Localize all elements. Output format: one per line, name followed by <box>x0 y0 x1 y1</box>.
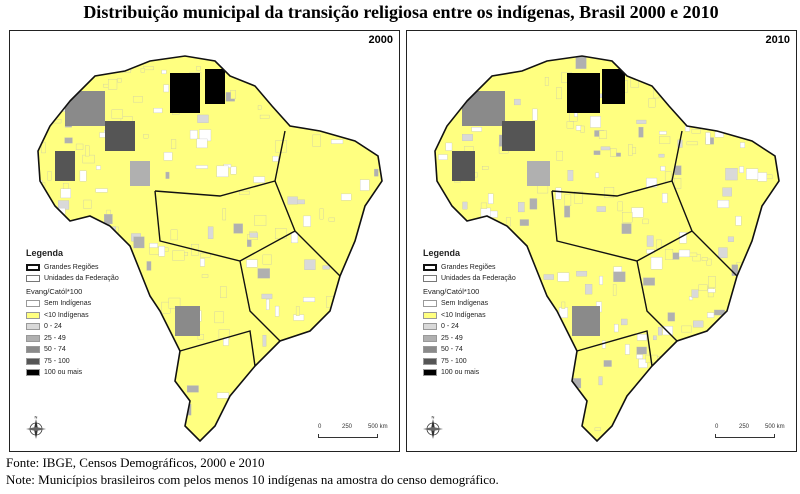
scale-tick: 500 km <box>368 424 388 430</box>
legend-class-item: 25 - 49 <box>26 333 119 343</box>
legend-class-label: Sem Indígenas <box>441 300 489 307</box>
legend-variable: Evang/Catól*100 <box>26 286 83 296</box>
scale-bar: 0 250 500 km <box>715 424 785 438</box>
legend-label: Grandes Regiões <box>44 263 99 271</box>
legend-class-item: 75 - 100 <box>423 356 516 366</box>
legend-class-item: 75 - 100 <box>26 356 119 366</box>
map-year-label: 2000 <box>368 34 393 46</box>
legend-variable: Evang/Catól*100 <box>423 286 480 296</box>
legend-class-swatch <box>26 369 40 376</box>
legend-class-label: <10 Indígenas <box>44 311 89 319</box>
map-panel-2010: 2010 Legenda Grandes Regiões Unidades da… <box>406 30 797 452</box>
legend-class-swatch <box>423 311 437 319</box>
map-year-label: 2010 <box>765 34 790 46</box>
legend-class-label: <10 Indígenas <box>441 311 486 319</box>
legend-class-item: Sem Indígenas <box>26 299 119 309</box>
legend-item: Unidades da Federação <box>26 274 119 284</box>
legend-class-label: 0 - 24 <box>441 323 459 330</box>
legend-class-swatch <box>26 357 40 365</box>
legend-class-item: 0 - 24 <box>423 322 516 332</box>
legend-class-label: 0 - 24 <box>44 323 62 330</box>
legend-classes: Sem Indígenas <10 Indígenas 0 - 24 25 - 49 5… <box>423 299 516 378</box>
legend-class-item: 25 - 49 <box>423 333 516 343</box>
scale-tick: 250 <box>739 424 750 430</box>
legend-class-label: 25 - 49 <box>441 334 463 342</box>
legend-class-item: 50 - 74 <box>26 345 119 355</box>
legend-class-swatch <box>423 357 437 365</box>
legend-class-label: 50 - 74 <box>441 346 463 353</box>
scale-bar: 0 250 500 km <box>318 424 388 438</box>
legend-label: Unidades da Federação <box>441 275 516 282</box>
legend-class-item: 0 - 24 <box>26 322 119 332</box>
legend-class-item: Sem Indígenas <box>423 299 516 309</box>
figure-footer: Fonte: IBGE, Censos Demográficos, 2000 e… <box>6 454 499 488</box>
scale-tick: 0 <box>318 424 322 430</box>
legend-class-label: Sem Indígenas <box>44 300 92 307</box>
scale-tick: 500 km <box>765 424 785 430</box>
legend-swatch <box>26 275 40 282</box>
compass-rose-icon: N <box>423 415 443 439</box>
legend-swatch <box>423 263 437 271</box>
legend-class-swatch <box>26 323 40 330</box>
legend-class-item: 100 ou mais <box>423 368 516 378</box>
brazil-map <box>37 55 383 443</box>
scale-tick: 0 <box>715 424 719 430</box>
legend-class-label: 25 - 49 <box>44 334 66 342</box>
legend-class-swatch <box>423 300 437 307</box>
legend-swatch <box>423 275 437 282</box>
legend-class-swatch <box>26 311 40 319</box>
legend-class-label: 75 - 100 <box>441 357 467 365</box>
compass-n: N <box>35 415 38 420</box>
source-note: Fonte: IBGE, Censos Demográficos, 2000 e… <box>6 455 265 470</box>
legend-class-label: 100 ou mais <box>44 369 83 376</box>
legend-label: Grandes Regiões <box>441 263 496 271</box>
legend-class-swatch <box>423 369 437 376</box>
sample-note: Note: Municípios brasileiros com pelos m… <box>6 472 499 487</box>
compass-rose-icon: N <box>26 415 46 439</box>
legend-class-swatch <box>26 334 40 342</box>
legend-class-label: 100 ou mais <box>441 369 480 376</box>
legend-class-label: 75 - 100 <box>44 357 70 365</box>
scale-tick: 250 <box>342 424 353 430</box>
legend-class-swatch <box>423 334 437 342</box>
legend-class-swatch <box>423 323 437 330</box>
legend-class-item: 100 ou mais <box>26 368 119 378</box>
legend-classes: Sem Indígenas <10 Indígenas 0 - 24 25 - 49 5… <box>26 299 119 378</box>
legend-label: Unidades da Federação <box>44 275 119 282</box>
legend-class-item: <10 Indígenas <box>26 310 119 320</box>
legend-class-item: <10 Indígenas <box>423 310 516 320</box>
legend-class-swatch <box>26 346 40 353</box>
map-panel-2000: 2000 Legenda Grandes Regiões Unidades da… <box>9 30 400 452</box>
map-legend: Legenda Grandes Regiões Unidades da Fede… <box>26 248 119 379</box>
legend-item: Grandes Regiões <box>26 262 119 272</box>
legend-class-swatch <box>26 300 40 307</box>
legend-class-label: 50 - 74 <box>44 346 66 353</box>
compass-n: N <box>432 415 435 420</box>
legend-heading: Legenda <box>423 248 461 258</box>
legend-swatch <box>26 263 40 271</box>
figure-title: Distribuição municipal da transição reli… <box>83 2 719 22</box>
legend-item: Unidades da Federação <box>423 274 516 284</box>
legend-class-item: 50 - 74 <box>423 345 516 355</box>
legend-heading: Legenda <box>26 248 64 258</box>
map-legend: Legenda Grandes Regiões Unidades da Fede… <box>423 248 516 379</box>
legend-class-swatch <box>423 346 437 353</box>
legend-item: Grandes Regiões <box>423 262 516 272</box>
brazil-map <box>434 55 780 443</box>
